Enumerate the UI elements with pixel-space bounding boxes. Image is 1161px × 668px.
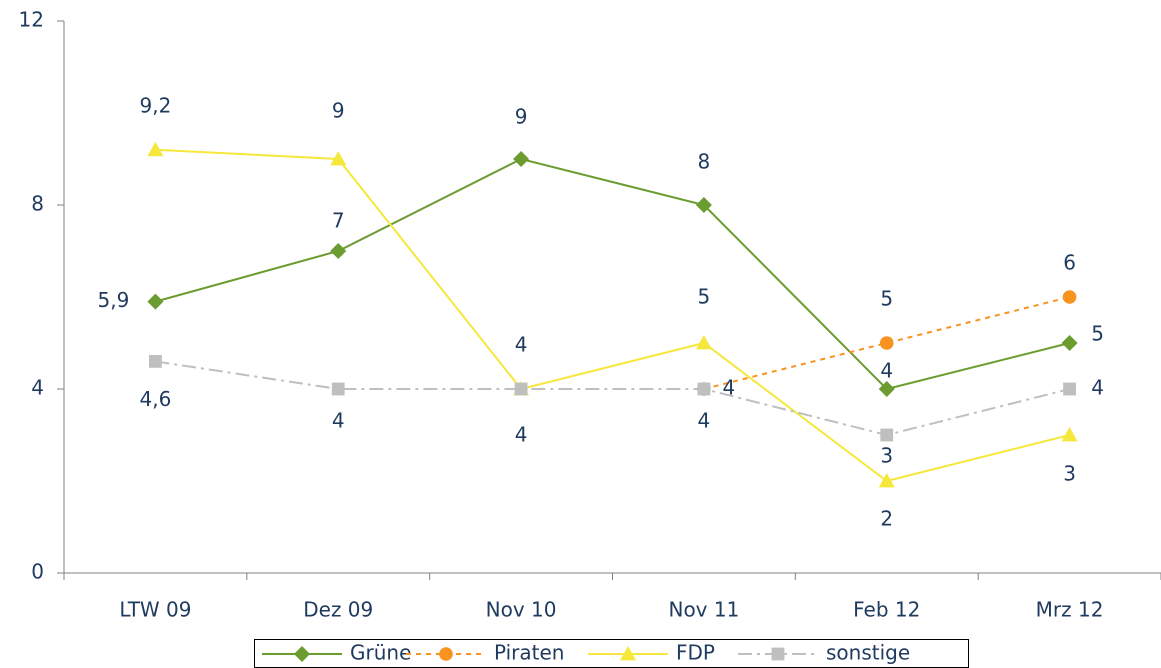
point xyxy=(697,382,711,396)
legend-marker xyxy=(294,646,310,662)
point xyxy=(330,243,347,259)
data-label: 4 xyxy=(332,409,345,433)
data-label: 4 xyxy=(1091,376,1104,400)
point xyxy=(149,355,162,368)
point xyxy=(1061,427,1078,442)
data-label: 3 xyxy=(880,444,893,468)
data-label: 9 xyxy=(332,99,345,123)
x-tick-label: Mrz 12 xyxy=(1036,598,1104,622)
x-tick-label: LTW 09 xyxy=(119,598,191,622)
data-label: 4 xyxy=(880,359,893,383)
data-label: 5,9 xyxy=(98,288,130,312)
point xyxy=(695,335,712,350)
data-label: 6 xyxy=(1063,251,1076,275)
data-label: 9 xyxy=(515,105,528,129)
data-label: 8 xyxy=(698,150,711,174)
point xyxy=(1063,382,1076,396)
x-tick-label: Feb 12 xyxy=(853,598,920,622)
data-label: 3 xyxy=(1063,462,1076,486)
y-tick-label: 12 xyxy=(19,8,44,32)
data-label: 4 xyxy=(723,376,736,400)
data-label: 4 xyxy=(515,423,528,447)
legend-label: sonstige xyxy=(826,641,910,665)
legend-label: FDP xyxy=(676,641,715,665)
series-line xyxy=(155,148,1070,483)
legend-marker xyxy=(620,646,636,661)
data-label: 2 xyxy=(880,507,893,531)
series-line xyxy=(703,296,1070,390)
data-label: 5 xyxy=(1091,322,1104,346)
data-label: 4 xyxy=(515,333,528,357)
data-label: 5 xyxy=(880,287,893,311)
legend-label: Grüne xyxy=(350,641,411,665)
y-tick-label: 8 xyxy=(31,192,44,216)
point xyxy=(695,197,712,213)
point xyxy=(879,336,894,350)
point xyxy=(1061,335,1078,351)
y-tick-label: 0 xyxy=(31,560,44,584)
point xyxy=(514,382,528,396)
data-label: 7 xyxy=(332,209,345,233)
data-label: 4,6 xyxy=(140,387,172,411)
point xyxy=(513,151,530,167)
y-tick-label: 4 xyxy=(31,376,44,400)
legend-label: Piraten xyxy=(494,641,564,665)
data-label: 4 xyxy=(698,409,711,433)
x-tick-label: Dez 09 xyxy=(303,598,373,622)
x-tick-label: Nov 11 xyxy=(668,598,739,622)
x-tick-label: Nov 10 xyxy=(486,598,557,622)
series-line xyxy=(155,157,1070,391)
point xyxy=(147,141,164,157)
point xyxy=(147,293,164,310)
series-line xyxy=(155,360,1070,437)
point xyxy=(878,473,895,488)
legend-marker xyxy=(439,647,453,661)
point xyxy=(330,151,347,166)
data-label: 9,2 xyxy=(140,93,172,117)
data-label: 5 xyxy=(698,285,711,309)
point xyxy=(1062,290,1077,304)
legend-marker xyxy=(771,647,785,661)
point xyxy=(878,381,895,397)
point xyxy=(331,382,345,396)
point xyxy=(880,428,894,442)
